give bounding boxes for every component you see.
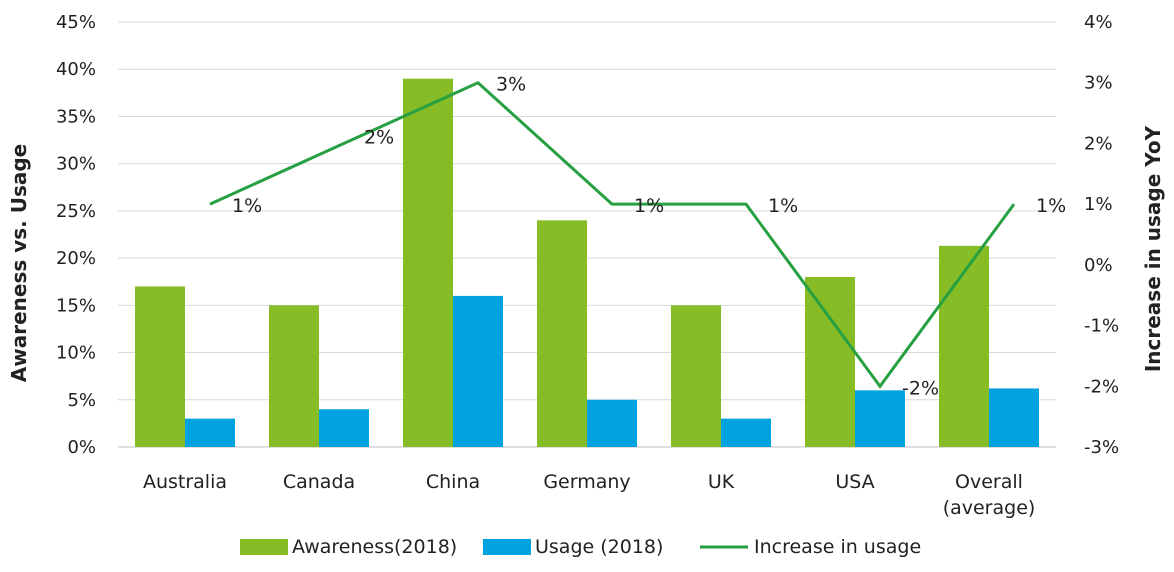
usage-bar (855, 390, 905, 447)
category-label: (average) (943, 497, 1036, 519)
right-tick-label: -1% (1084, 316, 1119, 337)
left-tick-label: 15% (56, 295, 96, 316)
category-label: Germany (543, 471, 630, 493)
category-label: UK (708, 471, 735, 493)
data-label: 2% (364, 126, 394, 148)
awareness-bar (269, 305, 319, 447)
bar-series (135, 78, 1039, 448)
awareness-bar (537, 220, 587, 447)
right-tick-label: -3% (1084, 437, 1119, 458)
category-axis: Australia Canada China Germany UK USA Overall (… (143, 471, 1035, 519)
left-tick-label: 35% (56, 106, 96, 127)
left-tick-label: 40% (56, 59, 96, 80)
legend: Awareness(2018) Usage (2018) Increase in u… (240, 536, 921, 558)
right-tick-label: 0% (1084, 255, 1113, 276)
y-axis-right-title: Increase in usage YoY (1141, 125, 1165, 372)
data-label: 1% (634, 195, 664, 217)
usage-bar (721, 418, 771, 447)
right-tick-label: 3% (1084, 73, 1113, 94)
awareness-bar (805, 277, 855, 447)
awareness-bar (939, 245, 989, 447)
right-axis-ticks: -3% -2% -1% 0% 1% 2% 3% 4% (1084, 12, 1119, 458)
awareness-bar (403, 78, 453, 448)
data-label: 1% (1036, 195, 1066, 217)
right-tick-label: 4% (1084, 12, 1113, 33)
usage-bar (453, 295, 503, 447)
awareness-bar (671, 305, 721, 447)
right-tick-label: -2% (1084, 376, 1119, 397)
line-series: 1% 2% 3% 1% 1% -2% 1% (209, 74, 1066, 399)
data-label: 3% (496, 74, 526, 96)
data-label: 1% (232, 195, 262, 217)
category-label: Overall (955, 471, 1023, 493)
usage-bar (587, 399, 637, 447)
data-label: -2% (902, 377, 939, 399)
legend-label: Awareness(2018) (292, 536, 457, 558)
category-label: USA (835, 471, 874, 493)
left-tick-label: 30% (56, 154, 96, 175)
legend-label: Increase in usage (754, 536, 921, 558)
left-tick-label: 0% (67, 437, 96, 458)
right-tick-label: 1% (1084, 194, 1113, 215)
usage-bar (989, 388, 1039, 447)
legend-swatch (483, 539, 531, 555)
category-label: China (426, 471, 480, 493)
legend-label: Usage (2018) (535, 536, 663, 558)
left-tick-label: 5% (67, 390, 96, 411)
legend-swatch (240, 539, 288, 555)
left-tick-label: 20% (56, 248, 96, 269)
left-tick-label: 25% (56, 201, 96, 222)
data-label: 1% (768, 195, 798, 217)
increase-in-usage-line (209, 80, 1016, 389)
category-label: Canada (283, 471, 355, 493)
usage-bar (319, 409, 369, 447)
left-tick-label: 10% (56, 343, 96, 364)
left-axis-ticks: 0% 5% 10% 15% 20% 25% 30% 35% 40% 45% (56, 12, 96, 458)
awareness-bar (135, 286, 185, 447)
left-tick-label: 45% (56, 12, 96, 33)
usage-bar (185, 418, 235, 447)
category-label: Australia (143, 471, 227, 493)
y-axis-title: Awareness vs. Usage (7, 144, 31, 382)
right-tick-label: 2% (1084, 133, 1113, 154)
